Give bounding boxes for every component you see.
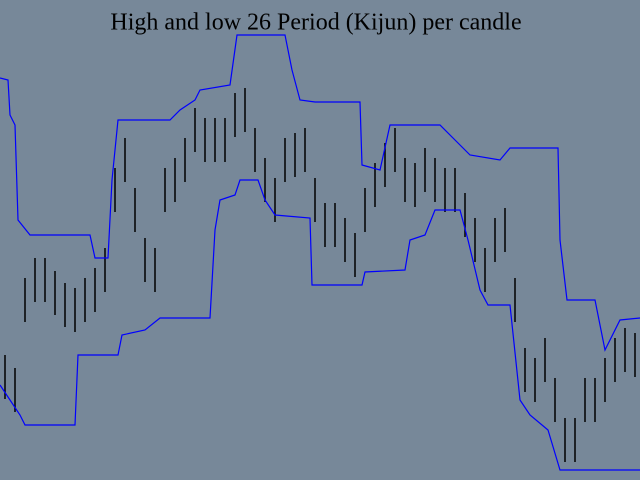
band-line — [0, 34, 640, 352]
chart-title: High and low 26 Period (Kijun) per candl… — [110, 10, 521, 36]
band-line — [0, 179, 640, 471]
plot — [0, 34, 640, 471]
